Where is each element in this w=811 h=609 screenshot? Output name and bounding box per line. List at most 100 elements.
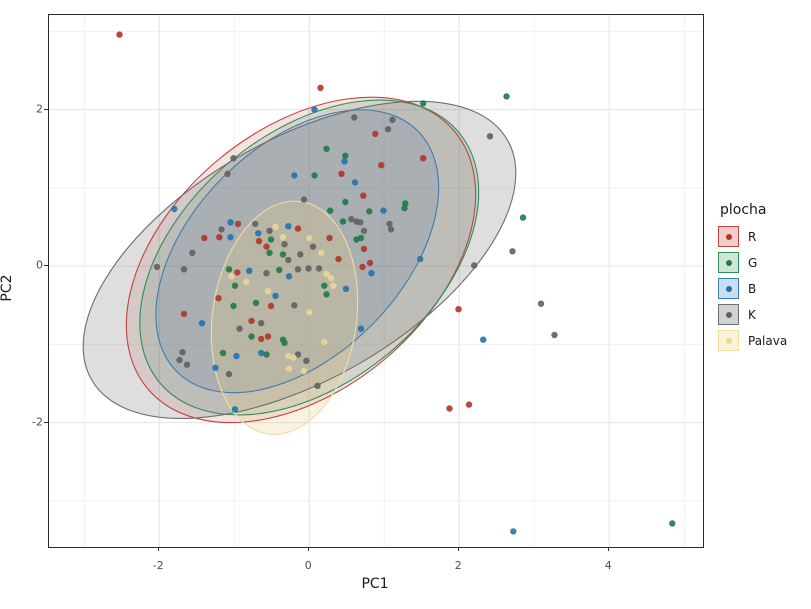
scatter-point-G	[279, 251, 287, 258]
scatter-point-Palava	[300, 367, 308, 375]
scatter-point-G	[402, 200, 409, 207]
scatter-point-K	[252, 220, 259, 228]
confidence-ellipse-B	[155, 109, 439, 393]
scatter-point-K	[360, 227, 368, 235]
scatter-point-R	[338, 170, 345, 177]
scatter-point-G	[252, 299, 260, 307]
scatter-point-R	[267, 302, 275, 310]
scatter-point-K	[224, 170, 231, 177]
scatter-point-Palava	[285, 365, 293, 372]
scatter-point-G	[339, 218, 347, 225]
scatter-point-R	[378, 162, 385, 169]
scatter-point-G	[366, 208, 373, 215]
scatter-point-G	[342, 152, 349, 159]
legend-label: G	[748, 255, 758, 270]
scatter-point-R	[201, 234, 208, 242]
scatter-point-K	[305, 265, 312, 272]
scatter-point-B	[285, 273, 293, 280]
scatter-point-K	[281, 241, 288, 248]
scatter-point-B	[198, 320, 206, 327]
scatter-point-B	[258, 349, 265, 357]
scatter-point-B	[233, 352, 240, 360]
scatter-point-G	[357, 234, 365, 242]
scatter-point-B	[351, 179, 359, 186]
scatter-point-K	[285, 256, 292, 264]
scatter-point-G	[219, 349, 227, 357]
scatter-point-K	[153, 263, 161, 271]
scatter-point-R	[372, 130, 379, 138]
scatter-point-B	[368, 270, 375, 277]
scatter-point-R	[420, 155, 427, 162]
scatter-point-Palava	[323, 270, 330, 278]
scatter-point-K	[471, 262, 478, 269]
scatter-point-R	[335, 255, 342, 263]
legend-key-swatch	[718, 304, 739, 325]
scatter-point-Palava	[243, 278, 250, 285]
scatter-point-G	[327, 207, 334, 214]
scatter-point-R	[366, 259, 374, 267]
scatter-point-G	[323, 145, 330, 152]
confidence-ellipse-Palava	[211, 201, 358, 435]
legend-label: Palava	[748, 333, 788, 348]
y-tick-mark	[44, 265, 48, 267]
scatter-point-R	[255, 237, 263, 245]
legend-key-swatch	[718, 278, 739, 299]
scatter-point-B	[311, 106, 318, 113]
scatter-point-K	[315, 265, 323, 272]
scatter-point-G	[231, 282, 239, 289]
scatter-point-K	[351, 114, 358, 121]
x-tick-label: 4	[604, 559, 612, 572]
scatter-point-K	[348, 216, 355, 223]
legend: plocha R G B K Palava	[718, 202, 787, 356]
scatter-point-G	[420, 100, 427, 107]
scatter-point-K	[189, 249, 196, 256]
scatter-point-G	[230, 302, 237, 310]
scatter-point-B	[342, 285, 350, 292]
scatter-point-B	[231, 406, 239, 413]
scatter-point-Palava	[321, 338, 328, 346]
scatter-point-R	[263, 243, 270, 250]
scatter-point-K	[294, 266, 302, 273]
legend-key-swatch	[718, 226, 739, 247]
legend-item-R: R	[718, 226, 787, 247]
scatter-point-G	[669, 520, 676, 527]
confidence-ellipse-K	[82, 100, 517, 420]
scatter-point-R	[360, 192, 367, 199]
scatter-point-R	[455, 306, 462, 313]
scatter-point-Palava	[279, 234, 287, 241]
scatter-point-K	[258, 320, 265, 327]
scatter-point-Palava	[306, 234, 313, 242]
legend-key-dot	[725, 337, 732, 344]
scatter-point-Palava	[228, 273, 235, 280]
scatter-point-R	[258, 335, 265, 343]
scatter-point-K	[294, 351, 302, 358]
scatter-point-Palava	[306, 309, 313, 316]
scatter-point-K	[309, 243, 317, 250]
x-tick-label: 2	[454, 559, 462, 572]
scatter-point-K	[176, 356, 183, 364]
scatter-point-B	[291, 172, 298, 179]
legend-items: R G B K Palava	[718, 226, 787, 351]
scatter-point-G	[311, 172, 318, 179]
confidence-ellipse-R	[126, 97, 476, 423]
scatter-point-B	[380, 207, 387, 214]
scatter-point-B	[212, 364, 219, 371]
legend-label: B	[748, 281, 757, 296]
scatter-point-R	[317, 84, 324, 92]
x-axis-title: PC1	[361, 576, 389, 592]
scatter-point-B	[285, 223, 292, 230]
scatter-point-K	[486, 133, 494, 140]
scatter-point-K	[300, 196, 308, 203]
legend-key-dot	[725, 259, 732, 266]
scatter-point-B	[357, 325, 365, 332]
confidence-ellipse-R	[125, 96, 477, 424]
scatter-point-B	[510, 528, 517, 535]
legend-label: R	[748, 229, 757, 244]
scatter-point-G	[266, 249, 273, 256]
confidence-ellipse-B	[155, 109, 440, 394]
scatter-point-Palava	[290, 354, 297, 361]
legend-item-G: G	[718, 252, 787, 273]
scatter-point-G	[263, 351, 270, 358]
scatter-point-G	[519, 214, 527, 221]
